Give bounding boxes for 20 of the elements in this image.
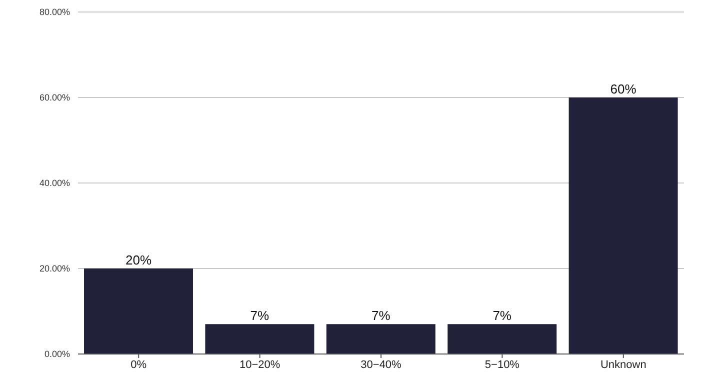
bar [568, 98, 678, 354]
y-tick-label: 80.00% [39, 7, 70, 18]
x-tick-label: Unknown [600, 358, 646, 371]
data-label: 7% [250, 308, 270, 324]
y-tick-label: 60.00% [39, 92, 70, 103]
data-label: 7% [372, 308, 391, 324]
data-label: 20% [125, 252, 152, 268]
y-tick-label: 0.00% [44, 349, 70, 360]
x-tick-label: 0% [130, 358, 147, 371]
data-label: 60% [610, 82, 637, 96]
bar [205, 324, 314, 354]
x-tick-label: 10−20% [239, 358, 280, 371]
bar [448, 324, 557, 354]
data-label: 7% [492, 308, 512, 324]
x-tick-label: 5−10% [484, 358, 520, 371]
x-tick-label: 30−40% [360, 358, 402, 371]
bar [84, 268, 193, 354]
bar [326, 324, 436, 354]
y-tick-label: 40.00% [39, 178, 70, 188]
y-tick-label: 20.00% [39, 264, 70, 274]
